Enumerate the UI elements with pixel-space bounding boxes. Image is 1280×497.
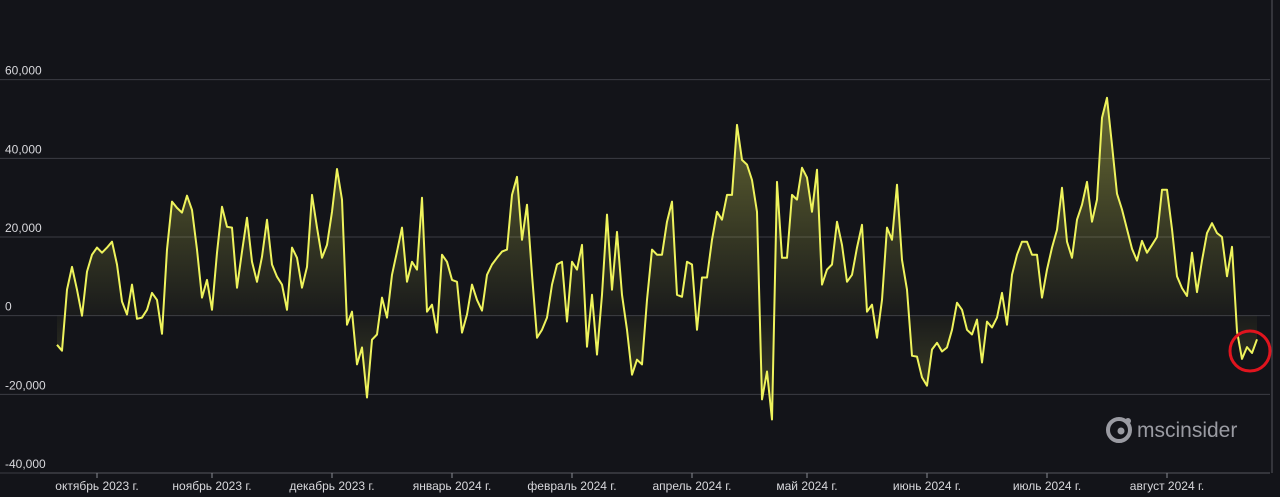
x-tick-label: январь 2024 г.	[413, 479, 492, 493]
x-tick-label: июль 2024 г.	[1013, 479, 1081, 493]
watermark-logo	[1106, 417, 1132, 443]
y-tick-label: -20,000	[5, 378, 46, 392]
x-tick-label: июнь 2024 г.	[893, 479, 961, 493]
x-tick-label: декабрь 2023 г.	[289, 479, 374, 493]
y-tick-label: 20,000	[5, 221, 42, 235]
y-tick-label: 0	[5, 300, 12, 314]
y-tick-label: 60,000	[5, 64, 42, 78]
y-tick-label: 40,000	[5, 142, 42, 156]
x-tick-label: октябрь 2023 г.	[55, 479, 138, 493]
line	[56, 96, 1258, 421]
x-tick-label: февраль 2024 г.	[527, 479, 616, 493]
y-tick-label: -40,000	[5, 457, 46, 471]
x-tick-label: апрель 2024 г.	[653, 479, 732, 493]
area	[57, 97, 1257, 420]
x-tick-label: ноябрь 2023 г.	[172, 479, 251, 493]
watermark: mscinsider	[1137, 419, 1237, 442]
x-tick-label: август 2024 г.	[1130, 479, 1204, 493]
x-tick-label: май 2024 г.	[776, 479, 837, 493]
x-axis: октябрь 2023 г. ноябрь 2023 г. декабрь 202…	[40, 472, 1270, 493]
plot	[56, 96, 1258, 421]
highlight-circle	[1228, 329, 1272, 373]
